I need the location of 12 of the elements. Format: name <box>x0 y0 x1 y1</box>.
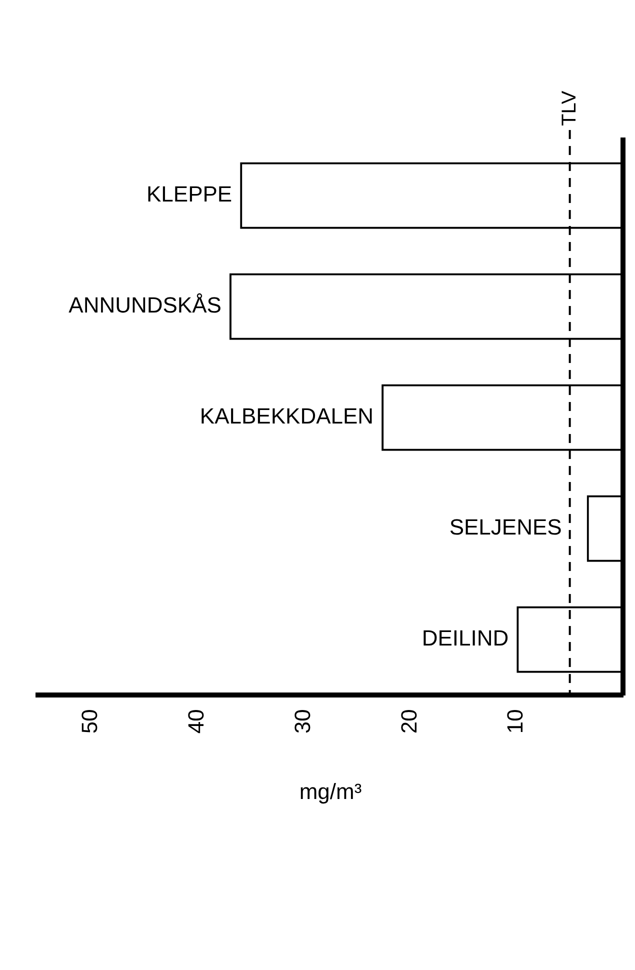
x-tick-label: 50 <box>77 709 102 734</box>
ref-line-label: TLV <box>558 90 580 126</box>
y-tick-label: SELJENES <box>449 514 562 540</box>
y-tick-label: KALBEKKDALEN <box>200 404 374 429</box>
y-tick-label: DEILIND <box>422 626 509 651</box>
x-tick-label: 20 <box>396 709 422 734</box>
x-axis-title: mg/m³ <box>299 778 362 804</box>
y-tick-label: ANNUNDSKÅS <box>68 292 222 318</box>
x-tick-label: 10 <box>502 709 528 734</box>
x-tick-label: 30 <box>290 709 315 734</box>
y-tick-label: KLEPPE <box>146 182 232 207</box>
x-tick-label: 40 <box>184 709 209 734</box>
